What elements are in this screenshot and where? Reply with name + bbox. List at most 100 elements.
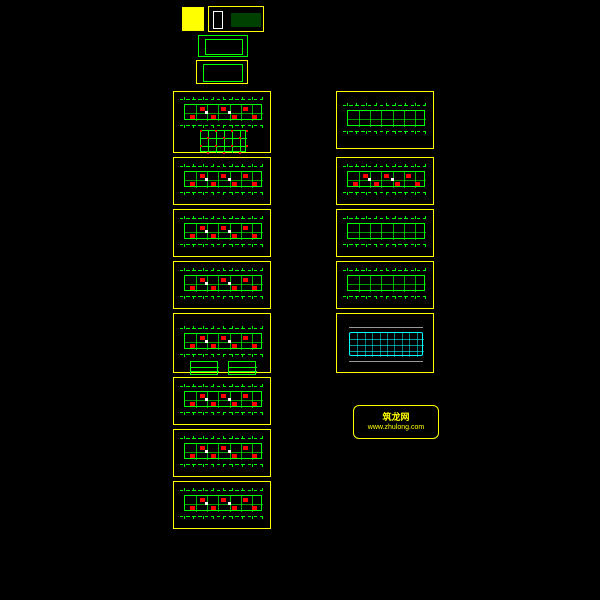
tick: [223, 97, 224, 100]
dash: [411, 105, 414, 106]
schedule-table: [190, 361, 218, 375]
corridor: [185, 284, 263, 285]
dash: [198, 192, 201, 193]
grid-line: [232, 131, 233, 153]
building-outline: [184, 443, 262, 459]
tick: [366, 103, 367, 106]
dash: [417, 296, 420, 297]
tick: [223, 268, 224, 271]
dash: [398, 270, 401, 271]
dash: [223, 490, 226, 491]
tick: [395, 244, 396, 247]
red-mark: [221, 336, 226, 340]
tick: [405, 131, 406, 134]
tick: [425, 296, 426, 299]
dash: [254, 99, 257, 100]
tick: [193, 97, 194, 100]
tick: [395, 192, 396, 195]
grid-node: [200, 130, 202, 132]
dash: [349, 105, 352, 106]
dash: [368, 166, 371, 167]
dash: [186, 99, 189, 100]
mullion: [417, 333, 418, 357]
dim-line: [349, 361, 423, 362]
tick: [184, 164, 185, 167]
dash: [254, 438, 257, 439]
tick: [184, 384, 185, 387]
red-mark: [243, 226, 248, 230]
dash: [186, 354, 189, 355]
white-mark: [205, 398, 208, 401]
tick: [203, 384, 204, 387]
grid-line: [224, 131, 225, 153]
dash: [223, 354, 226, 355]
tick: [232, 125, 233, 128]
tick: [356, 103, 357, 106]
dash: [380, 296, 383, 297]
tick: [242, 516, 243, 519]
red-mark: [211, 506, 216, 510]
red-mark: [243, 107, 248, 111]
dash: [254, 270, 257, 271]
tick: [356, 268, 357, 271]
tick: [376, 244, 377, 247]
tick: [193, 354, 194, 357]
red-mark: [415, 182, 420, 186]
dash: [217, 218, 220, 219]
dash: [205, 516, 208, 517]
tick: [203, 436, 204, 439]
dash: [248, 354, 251, 355]
dash: [248, 218, 251, 219]
grid-node: [239, 152, 241, 154]
dash: [254, 192, 257, 193]
tick: [184, 354, 185, 357]
dash: [186, 412, 189, 413]
dash: [223, 166, 226, 167]
dash: [205, 270, 208, 271]
tick: [347, 268, 348, 271]
tick: [203, 354, 204, 357]
dash: [417, 270, 420, 271]
tick: [242, 125, 243, 128]
dash: [223, 270, 226, 271]
tick: [252, 164, 253, 167]
tick: [232, 488, 233, 491]
tick: [193, 192, 194, 195]
tick: [395, 164, 396, 167]
tick: [184, 125, 185, 128]
dash: [368, 296, 371, 297]
white-mark: [205, 230, 208, 233]
tick: [203, 216, 204, 219]
tick: [347, 216, 348, 219]
tick: [232, 268, 233, 271]
dash: [380, 244, 383, 245]
dash: [411, 218, 414, 219]
dash: [248, 296, 251, 297]
tick: [347, 103, 348, 106]
grid-node: [246, 145, 248, 147]
corridor: [348, 119, 426, 120]
tick: [223, 216, 224, 219]
dash: [186, 244, 189, 245]
table-row-line: [191, 371, 219, 372]
schedule-table: [228, 361, 256, 375]
dash: [254, 244, 257, 245]
white-mark: [368, 178, 371, 181]
red-mark: [190, 402, 195, 406]
white-mark: [391, 178, 394, 181]
dash: [248, 516, 251, 517]
drawing-left-6: [173, 429, 271, 477]
dash: [386, 296, 389, 297]
dash: [217, 99, 220, 100]
drawing-left-7: [173, 481, 271, 529]
tick: [184, 268, 185, 271]
tick: [232, 192, 233, 195]
dash: [254, 166, 257, 167]
white-mark: [205, 178, 208, 181]
dash: [217, 438, 220, 439]
tick: [213, 216, 214, 219]
tick: [184, 244, 185, 247]
dash: [361, 270, 364, 271]
dash: [398, 192, 401, 193]
dash: [223, 328, 226, 329]
